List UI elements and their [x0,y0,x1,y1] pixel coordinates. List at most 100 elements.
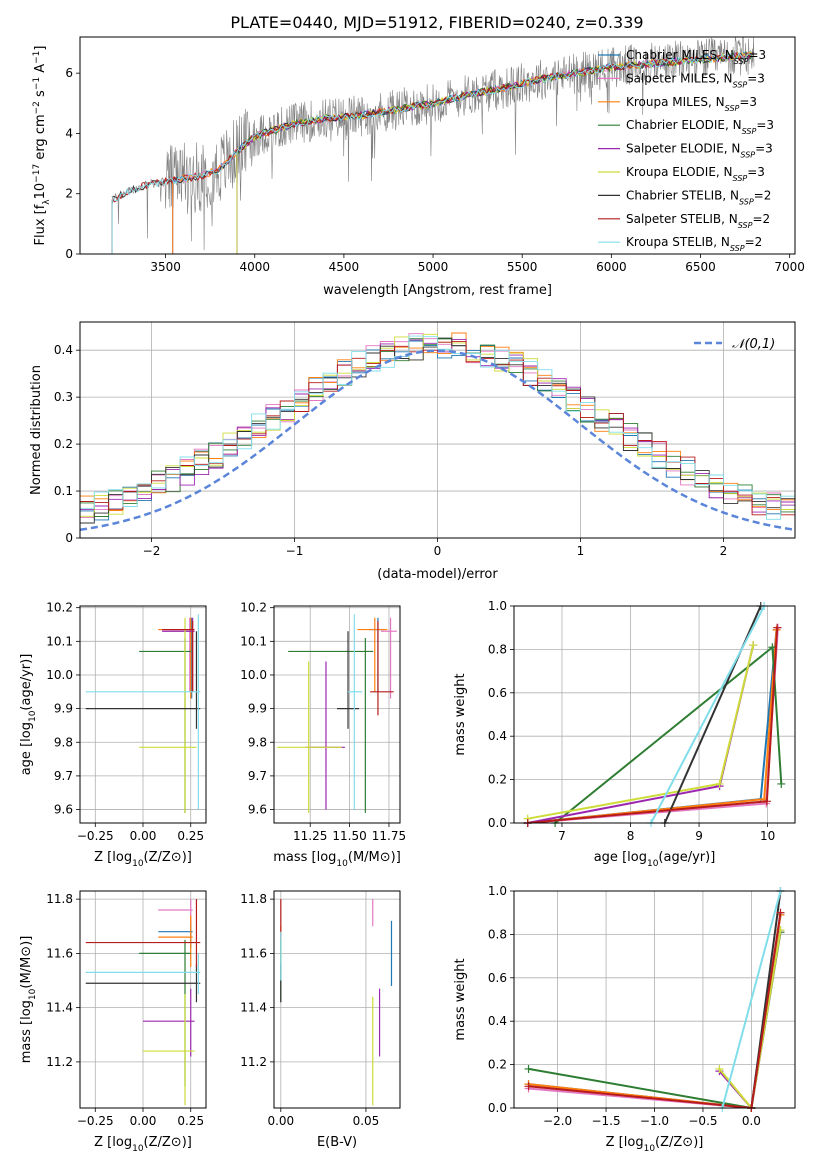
x-axis-label: (data-model)/error [377,567,498,582]
y-tick-label: 1.0 [488,599,507,613]
age_vs_mass-frame [273,605,401,824]
legend-label: Kroupa ELODIE, NSSP=3 [626,165,765,183]
y-tick-label: 0 [65,247,73,261]
x-tick-label: 7 [558,829,566,843]
y-tick-label: 0.8 [488,927,507,941]
data-point [85,953,201,995]
x-axis-label: Z [log10(Z/Z⊙)] [606,1135,704,1154]
data-point [288,637,374,813]
data-point [85,964,201,1003]
y-tick-label: 11.8 [240,892,267,906]
y-tick-label: 0.0 [488,1101,507,1115]
weight-line [527,629,778,823]
weight-line [527,644,755,823]
y-tick-label: 10.0 [240,668,267,682]
data-point [368,617,385,692]
residuals-axes: −2 −1 0 1 2 0 0.1 0.2 0.3 0.4 𝒩(0,1) (data-model)/e… [29,322,795,582]
data-point [162,621,195,692]
weight-marker [776,908,785,917]
y-tick-label: 0.0 [488,816,507,830]
data-point [158,899,193,927]
x-tick-label: 2 [720,544,728,558]
x-tick-label: −1.5 [591,1114,620,1128]
y-tick-label: 9.7 [248,769,267,783]
x-tick-label: 11.50 [332,829,366,843]
data-point [139,617,197,813]
x-tick-label: 11.25 [293,829,327,843]
mass_vs_Z-frame [79,890,207,1109]
x-tick-label: −0.25 [77,829,114,843]
x-tick-label: 0.25 [177,1114,204,1128]
y-tick-label: 11.6 [46,946,73,960]
legend-label: Salpeter STELIB, NSSP=2 [626,212,770,230]
weight_vs_age-axes: 7 8 9 10 0.0 0.2 0.4 0.6 0.8 1.0 age [log10(age/yr… [453,599,795,869]
x-tick-label: −1.0 [640,1114,669,1128]
mass_vs_EBV-frame [273,890,401,1109]
y-tick-label: 10.0 [46,668,73,682]
data-point [158,920,193,948]
x-tick-label: 5000 [418,260,449,274]
weight-line [527,629,778,823]
age_vs_Z-frame [79,605,207,824]
y-tick-label: 0.6 [488,686,507,700]
y-tick-label: 11.4 [240,1001,267,1015]
data-point [139,637,191,813]
y-tick-label: 0.4 [54,343,73,357]
x-tick-label: 0.00 [267,1114,294,1128]
y-tick-label: 9.9 [54,702,73,716]
y-tick-label: 11.2 [240,1055,267,1069]
x-axis-label: mass [log10(M/M⊙)] [273,850,401,869]
x-tick-label: 6000 [596,260,627,274]
weight_vs_age-frame [513,605,796,824]
x-tick-label: −2.0 [543,1114,572,1128]
figure-title: PLATE=0440, MJD=51912, FIBERID=0240, z=0… [230,13,643,32]
data-point [337,631,360,729]
x-tick-label: 10 [760,829,775,843]
weight_vs_Z-axes: −2.0 −1.5 −1.0 −0.5 0.0 0.0 0.2 0.4 0.6 0.8 1.0 Z [… [453,884,795,1154]
y-tick-label: 11.8 [46,892,73,906]
weight_vs_Z-frame [513,890,796,1109]
y-tick-label: 0.2 [488,1058,507,1072]
y-tick-label: 0 [65,531,73,545]
x-tick-label: 0.0 [742,1114,761,1128]
weight-line [527,644,755,820]
weight-marker [749,641,758,650]
x-axis-label: wavelength [Angstrom, rest frame] [323,283,552,298]
y-tick-label: 11.4 [46,1001,73,1015]
data-point [370,621,394,716]
weight-marker [777,779,786,788]
model-line [111,51,755,202]
legend-label: 𝒩(0,1) [732,337,775,352]
age_vs_mass-axes: 11.25 11.50 11.75 9.6 9.7 9.8 9.9 10.0 10.1 10.2 m… [240,601,406,869]
y-tick-label: 11.6 [240,946,267,960]
x-tick-label: 7000 [774,260,805,274]
y-tick-label: 9.8 [248,735,267,749]
legend-label: Chabrier ELODIE, NSSP=3 [626,118,774,136]
data-point [85,899,201,967]
y-tick-label: 4 [65,126,73,140]
legend-label: Salpeter MILES, NSSP=3 [626,71,765,89]
data-point [85,614,201,810]
x-tick-label: −2 [143,544,161,558]
weight-marker [762,797,771,806]
legend-label: Kroupa MILES, NSSP=3 [626,95,757,113]
data-point [158,915,193,967]
x-tick-label: 5500 [507,260,538,274]
y-tick-label: 9.6 [248,803,267,817]
x-tick-label: 0.05 [353,1114,380,1128]
data-point [348,614,363,810]
y-tick-label: 0.3 [54,390,73,404]
y-tick-label: 0.4 [488,1014,507,1028]
x-tick-label: 8 [627,829,635,843]
x-tick-label: 9 [695,829,703,843]
x-axis-label: E(B-V) [317,1135,357,1150]
y-tick-label: 9.7 [54,769,73,783]
y-tick-label: 10.1 [240,634,267,648]
x-tick-label: 11.75 [372,829,406,843]
y-tick-label: 0.4 [488,729,507,743]
x-axis-label: Z [log10(Z/Z⊙)] [94,850,192,869]
observed-spectrum-line [111,37,755,251]
y-tick-label: 0.2 [54,437,73,451]
weight-line [650,606,766,823]
